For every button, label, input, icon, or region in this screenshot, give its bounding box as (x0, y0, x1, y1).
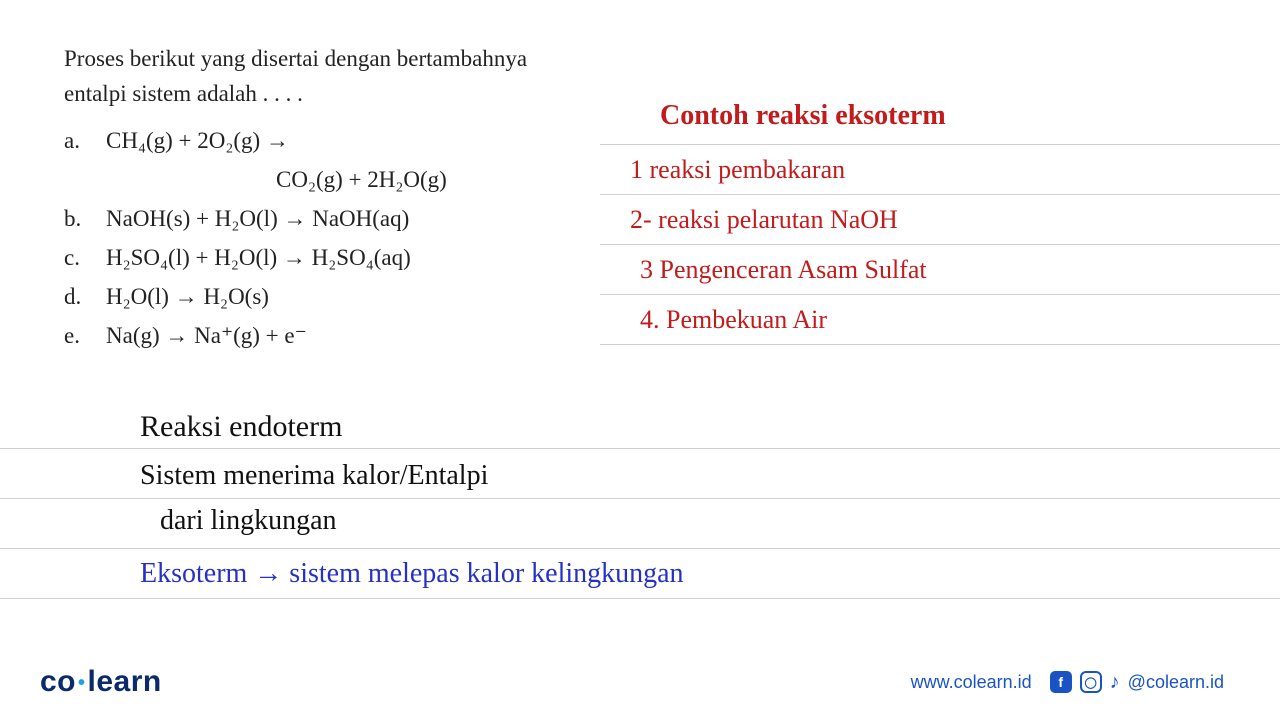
instagram-icon[interactable]: ◯ (1080, 671, 1102, 693)
note-black-line: Reaksi endoterm (140, 410, 342, 444)
note-red-title: Contoh reaksi eksoterm (660, 100, 946, 132)
option-label: d. (64, 277, 106, 316)
option-label: c. (64, 238, 106, 277)
note-black-line: dari lingkungan (160, 505, 337, 537)
option-label: a. (64, 121, 106, 160)
question-block: Proses berikut yang disertai dengan bert… (64, 42, 584, 356)
question-options: a. CH₄(g) + 2O₂(g) → CO₂(g) + 2H₂O(g) b.… (64, 121, 584, 356)
logo-learn: learn (88, 665, 162, 698)
question-prompt: Proses berikut yang disertai dengan bert… (64, 42, 584, 111)
footer-url[interactable]: www.colearn.id (911, 672, 1032, 693)
option-a: a. CH₄(g) + 2O₂(g) → (64, 121, 584, 160)
note-red-line: 1 reaksi pembakaran (630, 155, 845, 185)
tiktok-icon[interactable]: ♪ (1110, 671, 1120, 694)
footer: co•learn www.colearn.id f ◯ ♪ @colearn.i… (0, 662, 1280, 702)
ruled-line (0, 598, 1280, 599)
option-body: H₂SO₄(l) + H₂O(l) → H₂SO₄(aq) (106, 238, 584, 277)
note-red-line: 4. Pembekuan Air (640, 305, 827, 335)
note-red-line: 2- reaksi pelarutan NaOH (630, 205, 898, 235)
ruled-line (600, 144, 1280, 145)
option-b: b. NaOH(s) + H₂O(l) → NaOH(aq) (64, 199, 584, 238)
brand-logo: co•learn (40, 665, 162, 699)
ruled-line (0, 548, 1280, 549)
note-black-line: Sistem menerima kalor/Entalpi (140, 460, 488, 492)
facebook-icon[interactable]: f (1050, 671, 1072, 693)
ruled-line (600, 344, 1280, 345)
option-body: Na(g) → Na⁺(g) + e⁻ (106, 316, 584, 355)
logo-co: co (40, 665, 76, 698)
ruled-line (0, 498, 1280, 499)
option-a-cont: CO₂(g) + 2H₂O(g) (64, 160, 584, 199)
option-body: CO₂(g) + 2H₂O(g) (106, 160, 584, 199)
note-red-line: 3 Pengenceran Asam Sulfat (640, 255, 927, 285)
option-body: H₂O(l) → H₂O(s) (106, 277, 584, 316)
ruled-line (600, 244, 1280, 245)
option-body: NaOH(s) + H₂O(l) → NaOH(aq) (106, 199, 584, 238)
ruled-line (600, 194, 1280, 195)
option-label: b. (64, 199, 106, 238)
option-body: CH₄(g) + 2O₂(g) → (106, 121, 584, 160)
social-icons: f ◯ ♪ @colearn.id (1050, 671, 1224, 694)
option-d: d. H₂O(l) → H₂O(s) (64, 277, 584, 316)
page: Proses berikut yang disertai dengan bert… (0, 0, 1280, 720)
ruled-line (600, 294, 1280, 295)
option-label: e. (64, 316, 106, 355)
footer-right: www.colearn.id f ◯ ♪ @colearn.id (911, 671, 1224, 694)
ruled-line (0, 448, 1280, 449)
note-blue-line: Eksoterm → sistem melepas kalor kelingku… (140, 558, 684, 590)
logo-dot-icon: • (76, 672, 88, 694)
option-c: c. H₂SO₄(l) + H₂O(l) → H₂SO₄(aq) (64, 238, 584, 277)
option-e: e. Na(g) → Na⁺(g) + e⁻ (64, 316, 584, 355)
social-handle[interactable]: @colearn.id (1128, 672, 1224, 693)
